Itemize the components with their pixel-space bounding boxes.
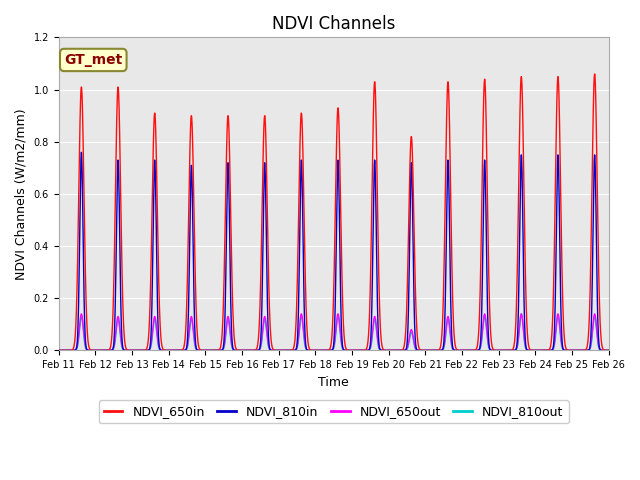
NDVI_810in (535, 348, 543, 353)
NDVI_650out (385, 348, 392, 353)
NDVI_810in (118, 330, 125, 336)
NDVI_810in (164, 348, 172, 353)
NDVI_810out (118, 342, 125, 348)
NDVI_810in (55, 348, 63, 353)
NDVI_650in (55, 348, 63, 353)
NDVI_650in (605, 348, 612, 353)
NDVI_650in (534, 348, 542, 353)
NDVI_810in (605, 348, 612, 353)
NDVI_810in (77, 149, 85, 155)
NDVI_810out (150, 318, 158, 324)
NDVI_650in (289, 346, 297, 351)
NDVI_650out (266, 346, 273, 351)
NDVI_810in (594, 325, 602, 331)
NDVI_810in (150, 164, 158, 169)
NDVI_650out (150, 315, 158, 321)
NDVI_810in (290, 348, 298, 353)
Line: NDVI_650in: NDVI_650in (59, 74, 609, 350)
NDVI_650in (594, 234, 602, 240)
X-axis label: Time: Time (318, 376, 349, 389)
Y-axis label: NDVI Channels (W/m2/mm): NDVI Channels (W/m2/mm) (15, 108, 28, 280)
NDVI_650in (118, 240, 125, 245)
NDVI_650out (55, 348, 63, 353)
Title: NDVI Channels: NDVI Channels (272, 15, 396, 33)
NDVI_810out (289, 348, 297, 353)
NDVI_810out (535, 348, 543, 353)
NDVI_810in (266, 347, 274, 352)
NDVI_810out (517, 311, 525, 317)
NDVI_810out (266, 347, 273, 352)
NDVI_810out (605, 348, 612, 353)
NDVI_650in (150, 117, 158, 123)
Line: NDVI_650out: NDVI_650out (59, 314, 609, 350)
NDVI_650in (591, 71, 598, 77)
NDVI_650out (535, 348, 543, 353)
NDVI_650out (118, 339, 125, 345)
Text: GT_met: GT_met (64, 53, 122, 67)
NDVI_650in (266, 310, 273, 315)
NDVI_810out (55, 348, 63, 353)
NDVI_650out (605, 348, 612, 353)
Line: NDVI_810out: NDVI_810out (59, 314, 609, 350)
NDVI_650out (481, 311, 488, 317)
NDVI_810out (385, 348, 392, 353)
Legend: NDVI_650in, NDVI_810in, NDVI_650out, NDVI_810out: NDVI_650in, NDVI_810in, NDVI_650out, NDV… (99, 400, 568, 423)
Line: NDVI_810in: NDVI_810in (59, 152, 609, 350)
NDVI_810out (594, 342, 602, 348)
NDVI_650in (385, 348, 392, 353)
NDVI_650out (289, 348, 297, 353)
NDVI_650out (594, 339, 602, 345)
